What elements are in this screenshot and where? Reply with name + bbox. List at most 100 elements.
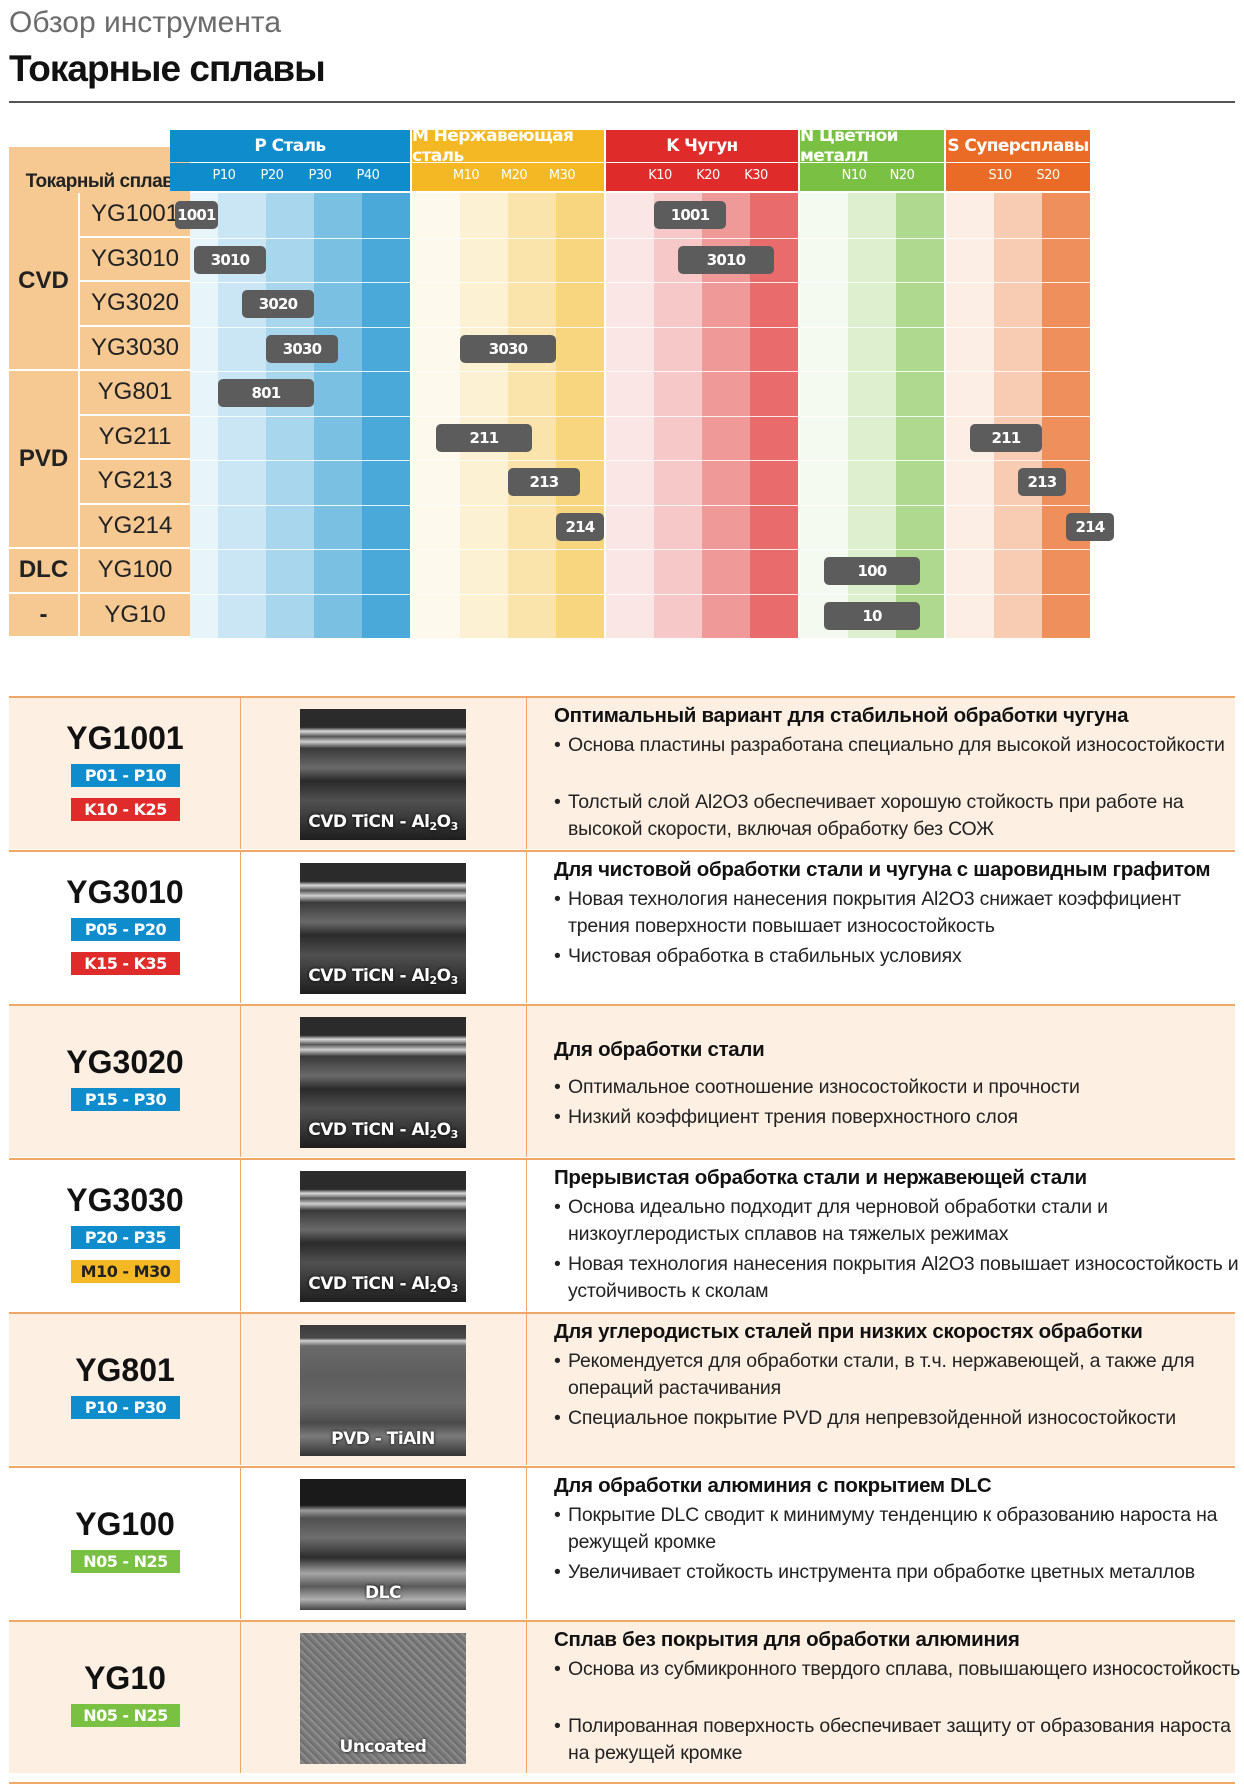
grade-name: YG10: [84, 1660, 166, 1696]
grade-label-yg213: YG213: [78, 460, 190, 505]
column-divider: [526, 1622, 527, 1773]
grade-label-yg801: YG801: [78, 371, 190, 416]
coating-type-0: CVD: [9, 193, 78, 371]
range-bar-yg214-m: 214: [556, 512, 604, 541]
grade-label-yg10: YG10: [78, 593, 190, 638]
subcol-label-k10: K10: [648, 168, 672, 183]
coating-label-sub: 3: [450, 820, 459, 833]
grade-name: YG3020: [66, 1044, 184, 1080]
grade-description-bullet: Основа пластины разработана специально д…: [554, 732, 1244, 759]
grade-description-title: Для обработки алюминия с покрытием DLC: [554, 1474, 992, 1497]
range-badge: N05 - N25: [71, 1704, 180, 1727]
group-header-p: P Сталь: [170, 130, 410, 162]
grade-detail-row: YG3020 P15 - P30 CVD TiCN - Al2O3 Для обраб…: [9, 1004, 1235, 1157]
coating-label: Uncoated: [300, 1737, 466, 1757]
column-divider: [240, 1314, 241, 1465]
grade-detail-row: YG3010 P05 - P20 K15 - K35 CVD TiCN - Al2O3…: [9, 850, 1235, 1003]
column-divider: [240, 1006, 241, 1157]
coating-label-main: CVD TiCN - Al: [308, 1274, 430, 1294]
row-separator: [170, 237, 1092, 239]
range-bar-yg213-s: 213: [1018, 468, 1066, 497]
grade-detail-row: YG100 N05 - N25 DLC Для обработки алюминия …: [9, 1466, 1235, 1619]
row-separator: [170, 504, 1092, 506]
grade-name: YG3010: [66, 874, 184, 910]
coating-label-main: Uncoated: [339, 1737, 427, 1757]
row-separator: [170, 282, 1092, 283]
coating-micrograph: CVD TiCN - Al2O3: [300, 1017, 466, 1148]
subcol-label-k30: K30: [744, 168, 768, 183]
grade-description-bullet: Покрытие DLC сводит к минимуму тенденцию…: [554, 1502, 1244, 1556]
grade-description-bullet: Полированная поверхность обеспечивает за…: [554, 1713, 1244, 1767]
subcol-label-p40: P40: [356, 168, 380, 183]
range-bar-yg3010-p: 3010: [194, 245, 266, 274]
grade-description-bullet: Основа из субмикронного твердого сплава,…: [554, 1656, 1244, 1683]
range-badge: P10 - P30: [71, 1396, 180, 1419]
row-separator: [170, 549, 1092, 550]
group-header-s: S Суперсплавы: [946, 130, 1090, 162]
header-divider: [9, 101, 1235, 103]
grade-description-bullet: Новая технология нанесения покрытия Al2O…: [554, 886, 1244, 940]
column-divider: [240, 1468, 241, 1619]
subcol-label-p30: P30: [308, 168, 332, 183]
grade-description-bullet: Специальное покрытие PVD для непревзойде…: [554, 1405, 1244, 1432]
coating-label: PVD - TiAlN: [300, 1429, 466, 1449]
subcol-label-n10: N10: [841, 168, 867, 183]
coating-label-mid: O: [436, 812, 451, 832]
coating-label-sub: 2: [429, 1128, 437, 1141]
range-badge: N05 - N25: [71, 1550, 180, 1573]
coating-label-main: CVD TiCN - Al: [308, 1120, 430, 1140]
coating-label-main: PVD - TiAlN: [331, 1429, 435, 1449]
grade-label-yg3010: YG3010: [78, 237, 190, 282]
group-header-m: M Нержавеющая сталь: [412, 126, 604, 166]
row-separator: [170, 593, 1092, 595]
grade-description-title: Для чистовой обработки стали и чугуна с …: [554, 858, 1211, 881]
grade-detail-row: YG10 N05 - N25 Uncoated Сплав без покрытия …: [9, 1620, 1240, 1773]
coating-label-sub: 3: [450, 974, 459, 987]
subcol-label-k20: K20: [696, 168, 720, 183]
column-divider: [526, 698, 527, 849]
grade-name: YG3030: [66, 1182, 184, 1218]
coating-label: DLC: [300, 1583, 466, 1603]
range-badge: P01 - P10: [71, 764, 180, 787]
range-bar-yg10-n: 10: [824, 601, 920, 630]
coating-label-main: CVD TiCN - Al: [308, 966, 430, 986]
grade-description-bullet: Оптимальное соотношение износостойкости …: [554, 1074, 1244, 1101]
range-badge: K15 - K35: [71, 952, 180, 975]
coating-label-sub: 3: [450, 1128, 459, 1141]
coating-label: CVD TiCN - Al2O3: [300, 1274, 466, 1295]
row-separator: [170, 326, 1092, 328]
grade-application-chart: Токарный сплав P Сталь P10 P20 P30 P40 M Нерж…: [9, 126, 1235, 639]
range-bar-yg1001-p: 1001: [174, 201, 218, 230]
grade-label-yg3020: YG3020: [78, 282, 190, 327]
subcol-label-s10: S10: [988, 168, 1012, 183]
grade-label-yg1001: YG1001: [78, 193, 190, 238]
grade-detail-row: YG801 P10 - P30 PVD - TiAlN Для углеродисты…: [9, 1312, 1235, 1465]
column-divider: [526, 1314, 527, 1465]
coating-micrograph: PVD - TiAlN: [300, 1325, 466, 1456]
subcol-label-n20: N20: [889, 168, 915, 183]
group-header-n: N Цветной металл: [800, 126, 944, 166]
group-subheader-k: K10 K20 K30: [606, 163, 798, 191]
range-badge: K10 - K25: [71, 798, 180, 821]
grade-name: YG801: [75, 1352, 175, 1388]
grade-description-title: Оптимальный вариант для стабильной обраб…: [554, 704, 1129, 727]
grade-name: YG100: [75, 1506, 175, 1542]
column-divider: [526, 852, 527, 1003]
range-badge: M10 - M30: [71, 1260, 180, 1283]
coating-micrograph: CVD TiCN - Al2O3: [300, 863, 466, 994]
coating-type-1: PVD: [9, 371, 78, 549]
grade-description-bullet: Основа идеально подходит для черновой об…: [554, 1194, 1244, 1248]
grade-description-title: Для углеродистых сталей при низких скоро…: [554, 1320, 1143, 1343]
subcol-label-m20: M20: [500, 168, 528, 183]
grade-label-yg100: YG100: [78, 549, 190, 594]
grade-label-yg3030: YG3030: [78, 326, 190, 371]
range-bar-yg3020-p: 3020: [242, 290, 314, 319]
grade-description-title: Сплав без покрытия для обработки алюмини…: [554, 1628, 1020, 1651]
page-subtitle: Обзор инструмента: [9, 6, 282, 39]
coating-label-sub: 2: [429, 820, 437, 833]
column-divider: [526, 1160, 527, 1311]
range-bar-yg211-s: 211: [970, 423, 1042, 452]
range-badge: P05 - P20: [71, 918, 180, 941]
range-bar-yg1001-k: 1001: [654, 201, 726, 230]
grade-description-bullet: Чистовая обработка в стабильных условиях: [554, 943, 1244, 970]
